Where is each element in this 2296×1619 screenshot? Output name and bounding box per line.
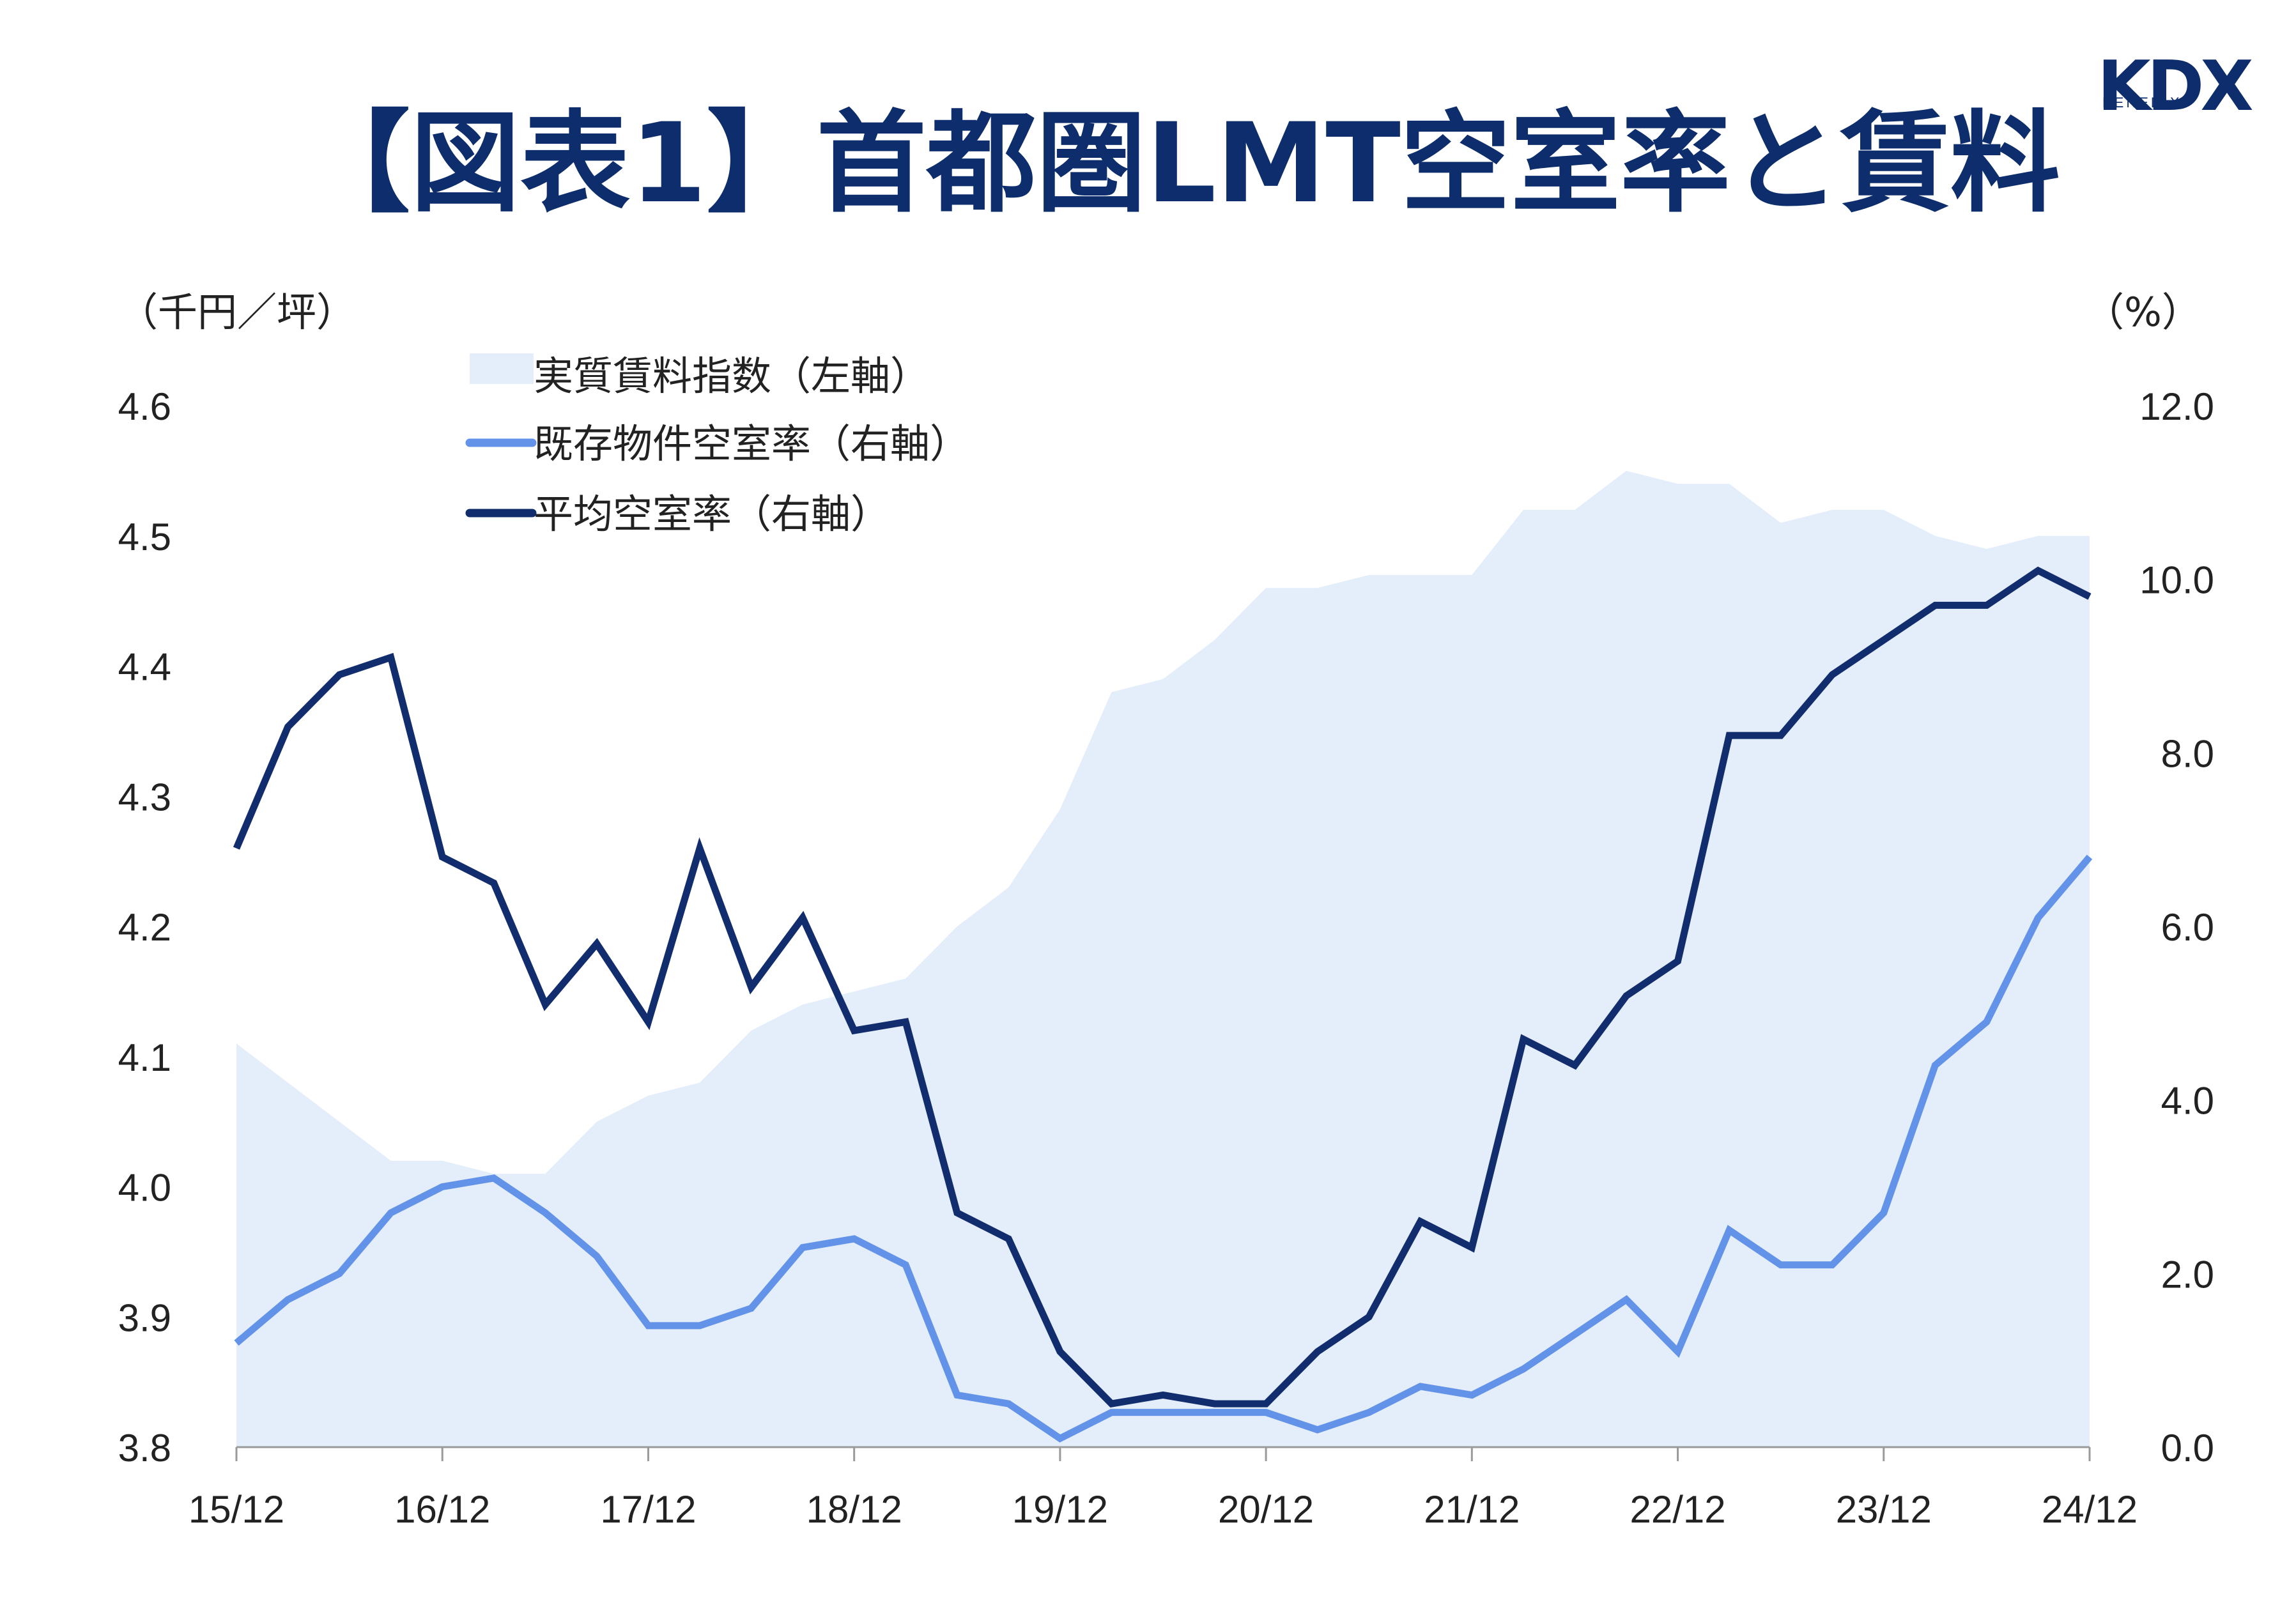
right-tick-label: 4.0	[2161, 1080, 2214, 1123]
vacancy-lines-layer	[233, 566, 2093, 1443]
x-tick-label: 23/12	[1836, 1488, 1932, 1531]
left-tick-label: 4.1	[118, 1036, 171, 1079]
x-tick-label: 18/12	[806, 1488, 902, 1531]
kdx-logo: KDX KENEDIX	[2097, 47, 2256, 127]
right-tick-label: 12.0	[2139, 385, 2214, 428]
left-tick-label: 4.6	[118, 385, 171, 428]
left-axis-unit: （千円／坪）	[118, 289, 356, 335]
x-tick-label: 21/12	[1424, 1488, 1520, 1531]
x-tick-label: 20/12	[1218, 1488, 1314, 1531]
legend-label-average-vacancy: 平均空室率（右軸）	[534, 491, 890, 537]
rent-index-area-layer	[236, 470, 2090, 1447]
average-vacancy-line	[233, 566, 2092, 1408]
rent-index-area	[236, 470, 2090, 1447]
x-tick-label: 19/12	[1012, 1488, 1108, 1531]
right-tick-label: 0.0	[2161, 1427, 2214, 1469]
tick-labels: 15/12 16/12 17/12 18/12 19/12 20/12 21/12 22/12…	[118, 385, 2214, 1531]
left-tick-label: 4.4	[118, 646, 171, 689]
left-tick-label: 4.3	[118, 776, 171, 818]
left-tick-label: 3.9	[118, 1296, 171, 1339]
logo-text: KDX	[2097, 47, 2253, 127]
left-tick-label: 3.8	[118, 1427, 171, 1469]
right-tick-label: 6.0	[2161, 906, 2214, 949]
x-tick-label: 15/12	[189, 1488, 284, 1531]
legend-label-existing-vacancy: 既存物件空室率（右軸）	[534, 420, 969, 467]
left-tick-label: 4.5	[118, 516, 171, 558]
x-tick-label: 16/12	[394, 1488, 490, 1531]
x-tick-label: 22/12	[1630, 1488, 1725, 1531]
legend-label-rent-index: 実質賃料指数（左軸）	[534, 353, 930, 399]
existing-vacancy-line	[234, 854, 2093, 1443]
right-tick-label: 8.0	[2161, 732, 2214, 775]
x-tick-label: 17/12	[600, 1488, 696, 1531]
legend-swatch-rent-index	[470, 353, 534, 384]
logo-subtext: KENEDIX	[2102, 95, 2182, 111]
legend: 実質賃料指数（左軸） 既存物件空室率（右軸） 平均空室率（右軸）	[465, 353, 969, 537]
left-tick-label: 4.0	[118, 1167, 171, 1209]
page-title: 【図表1】首都圏LMT空室率と賃料	[300, 99, 2060, 227]
right-tick-label: 2.0	[2161, 1253, 2214, 1296]
left-tick-label: 4.2	[118, 906, 171, 949]
right-axis-unit: （%）	[2084, 289, 2201, 335]
x-tick-label: 24/12	[2042, 1488, 2138, 1531]
axes	[235, 1446, 2091, 1461]
right-tick-label: 10.0	[2139, 559, 2214, 602]
